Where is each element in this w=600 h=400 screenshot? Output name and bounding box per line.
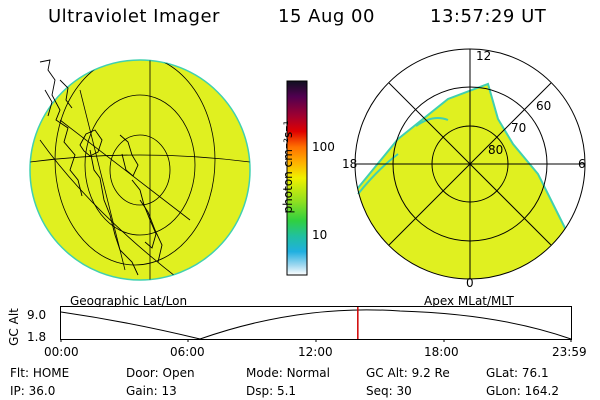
lat-label-60: 60 xyxy=(536,99,551,113)
status-dsp: Dsp: 5.1 xyxy=(246,384,297,398)
status-door: Door: Open xyxy=(126,366,195,380)
color-bar xyxy=(286,80,308,276)
earth-disk xyxy=(29,59,251,281)
right-panel-label: Apex MLat/MLT xyxy=(424,294,514,308)
altitude-curve xyxy=(60,309,572,340)
status-seq: Seq: 30 xyxy=(366,384,412,398)
instrument-title: Ultraviolet Imager xyxy=(48,6,220,27)
status-ip: IP: 36.0 xyxy=(10,384,56,398)
lat-label-80: 80 xyxy=(488,143,503,157)
altitude-strip xyxy=(60,306,572,342)
x-tick-1800: 18:00 xyxy=(424,345,459,359)
time-label: 13:57:29 UT xyxy=(430,6,547,27)
altitude-tick-low: 1.8 xyxy=(27,330,47,344)
polar-plot: 12 18 6 0 60 70 80 xyxy=(342,48,586,290)
mlt-label-6: 6 xyxy=(578,157,586,171)
x-tick-2359: 23:59 xyxy=(552,345,587,359)
colorbar-tick-10: 10 xyxy=(312,228,328,242)
coastlines xyxy=(39,59,163,276)
mlt-label-12: 12 xyxy=(476,49,491,63)
altitude-tick-high: 9.0 xyxy=(27,308,47,322)
left-panel-label: Geographic Lat/Lon xyxy=(70,294,188,308)
polar-grid xyxy=(354,48,586,280)
x-tick-0000: 00:00 xyxy=(44,345,79,359)
colorbar-unit-label: photon cm⁻²s⁻¹ xyxy=(281,120,295,214)
x-tick-1200: 12:00 xyxy=(298,345,333,359)
status-gain: Gain: 13 xyxy=(126,384,177,398)
mlt-label-18: 18 xyxy=(342,157,357,171)
lat-lon-grid xyxy=(30,60,250,280)
status-gc-alt: GC Alt: 9.2 Re xyxy=(366,366,450,380)
status-glat: GLat: 76.1 xyxy=(486,366,549,380)
mlt-label-0: 0 xyxy=(466,276,474,290)
date-label: 15 Aug 00 xyxy=(278,6,375,27)
auroral-image-region xyxy=(355,82,580,279)
lat-label-70: 70 xyxy=(511,121,526,135)
status-glon: GLon: 164.2 xyxy=(486,384,559,398)
status-mode: Mode: Normal xyxy=(246,366,330,380)
altitude-axis-label: GC Alt xyxy=(7,308,21,346)
geographic-image xyxy=(29,59,251,281)
colorbar-tick-100: 100 xyxy=(312,140,335,154)
x-tick-0600: 06:00 xyxy=(170,345,205,359)
status-flt: Flt: HOME xyxy=(10,366,70,380)
